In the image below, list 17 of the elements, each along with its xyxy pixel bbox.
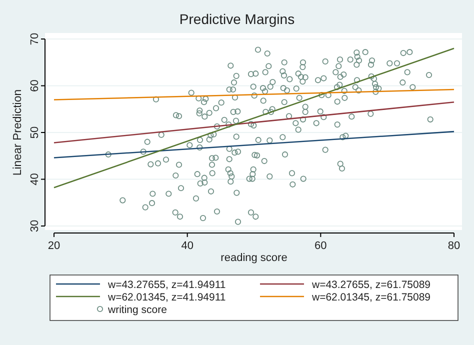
x-tick-label: 80	[448, 240, 460, 252]
x-tick-label: 40	[181, 240, 194, 252]
y-tick-label: 50	[29, 126, 41, 139]
legend-label: writing score	[107, 304, 168, 316]
x-tick-label: 20	[48, 240, 60, 252]
y-tick-label: 40	[29, 173, 41, 186]
x-axis-title: reading score	[220, 252, 288, 264]
y-tick-label: 30	[29, 220, 41, 232]
legend-label: w=43.27655, z=41.94911	[107, 279, 226, 291]
chart-title: Predictive Margins	[179, 11, 295, 27]
x-tick-label: 60	[314, 240, 327, 252]
legend-label: w=62.01345, z=41.94911	[107, 292, 226, 304]
y-tick-label: 70	[29, 32, 41, 46]
legend-label: w=43.27655, z=61.75089	[311, 279, 431, 291]
y-tick-label: 60	[29, 80, 41, 92]
y-axis-title: Linear Prediction	[12, 89, 24, 176]
legend-label: w=62.01345, z=61.75089	[311, 292, 431, 304]
